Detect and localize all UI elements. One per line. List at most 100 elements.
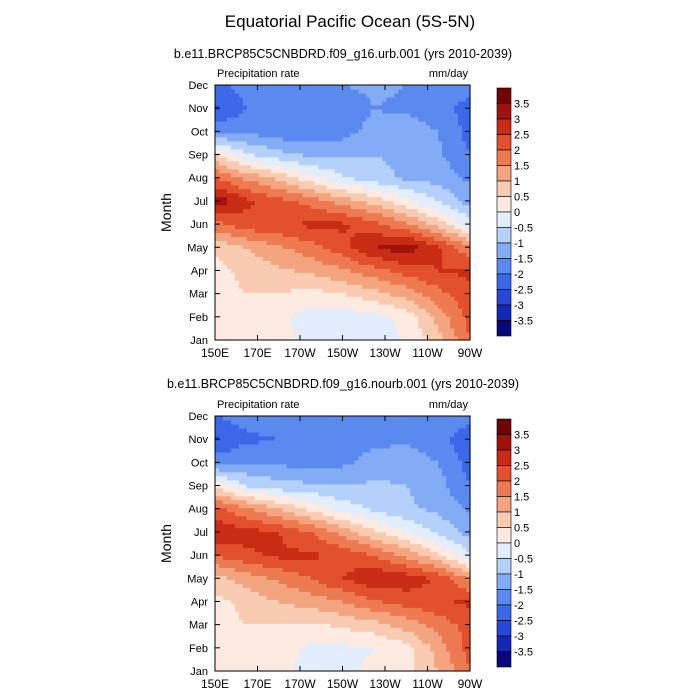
heatmap-cell: [222, 208, 228, 214]
heatmap-cell: [350, 280, 356, 285]
heatmap-cell: [242, 204, 248, 210]
heatmap-cell: [226, 667, 232, 672]
heatmap-cell: [218, 180, 224, 186]
heatmap-cell: [438, 108, 443, 114]
heatmap-cell: [434, 292, 439, 297]
heatmap-cell: [330, 85, 336, 90]
heatmap-cell: [322, 240, 328, 245]
heatmap-cell: [254, 208, 260, 214]
heatmap-cell: [278, 104, 284, 110]
heatmap-cell: [234, 312, 240, 317]
heatmap-cell: [246, 280, 252, 285]
heatmap-cell: [326, 647, 332, 652]
heatmap-cell: [342, 176, 348, 182]
heatmap-cell: [306, 156, 312, 162]
heatmap-cell: [290, 272, 296, 277]
heatmap-cell: [262, 667, 268, 672]
heatmap-cell: [230, 240, 236, 245]
heatmap-cell: [406, 220, 411, 226]
heatmap-cell: [218, 324, 224, 329]
heatmap-cell: [362, 288, 367, 293]
heatmap-cell: [362, 160, 367, 166]
heatmap-cell: [286, 192, 292, 198]
heatmap-cell: [446, 168, 451, 174]
heatmap-cell: [438, 280, 443, 285]
heatmap-cell: [362, 176, 367, 182]
heatmap-cell: [466, 272, 471, 277]
heatmap-cell: [398, 316, 403, 321]
heatmap-cell: [322, 212, 328, 218]
heatmap-cell: [374, 200, 379, 206]
heatmap-cell: [390, 308, 395, 313]
heatmap-cell: [215, 224, 220, 230]
heatmap-cell: [330, 244, 336, 249]
heatmap-cell: [338, 92, 344, 98]
heatmap-cell: [374, 104, 379, 110]
heatmap-cell: [282, 284, 288, 289]
x-tick-label: 170W: [284, 346, 316, 360]
heatmap-cell: [422, 324, 427, 329]
heatmap-cell: [370, 108, 375, 114]
heatmap-cell: [215, 300, 220, 305]
heatmap-cell: [226, 196, 232, 202]
heatmap-cell: [346, 248, 352, 253]
heatmap-cell: [398, 216, 403, 222]
heatmap-cell: [354, 188, 360, 194]
heatmap-cell: [422, 328, 427, 333]
heatmap-cell: [302, 308, 308, 313]
heatmap-cell: [402, 180, 407, 186]
heatmap-cell: [254, 280, 260, 285]
heatmap-cell: [230, 200, 236, 206]
heatmap-cell: [230, 228, 236, 234]
heatmap-cell: [258, 92, 264, 98]
heatmap-cell: [314, 192, 320, 198]
heatmap-cell: [250, 164, 256, 170]
heatmap-cell: [446, 639, 451, 644]
heatmap-cell: [430, 116, 435, 122]
heatmap-cell: [338, 172, 344, 178]
heatmap-cell: [222, 112, 228, 118]
heatmap-cell: [318, 296, 324, 301]
heatmap-cell: [282, 152, 288, 158]
heatmap-cell: [350, 651, 356, 656]
heatmap-cell: [266, 232, 272, 237]
heatmap-cell: [454, 256, 459, 261]
heatmap-cell: [254, 88, 260, 94]
heatmap-cell: [346, 132, 352, 138]
heatmap-cell: [246, 623, 252, 628]
heatmap-cell: [442, 296, 447, 301]
heatmap-cell: [450, 328, 455, 333]
heatmap-cell: [310, 308, 316, 313]
heatmap-cell: [286, 136, 292, 142]
heatmap-cell: [322, 148, 328, 154]
heatmap-cell: [258, 296, 264, 301]
heatmap-cell: [362, 300, 367, 305]
heatmap-cell: [390, 264, 395, 269]
heatmap-cell: [402, 248, 407, 253]
heatmap-cell: [298, 296, 304, 301]
heatmap-cell: [215, 104, 220, 110]
heatmap-cell: [278, 651, 284, 656]
heatmap-cell: [306, 168, 312, 174]
heatmap-cell: [366, 655, 371, 660]
heatmap-cell: [386, 85, 391, 90]
heatmap-cell: [462, 312, 467, 317]
heatmap-cell: [366, 224, 371, 230]
heatmap-cell: [258, 204, 264, 210]
heatmap-cell: [446, 272, 451, 277]
heatmap-cell: [270, 256, 276, 261]
heatmap-cell: [310, 651, 316, 656]
heatmap-cell: [466, 639, 471, 644]
heatmap-cell: [462, 663, 467, 668]
heatmap-cell: [330, 296, 336, 301]
heatmap-cell: [266, 220, 272, 226]
heatmap-cell: [230, 184, 236, 190]
heatmap-cell: [430, 623, 435, 628]
heatmap-cell: [306, 288, 312, 293]
heatmap-cell: [402, 220, 407, 226]
heatmap-cell: [310, 172, 316, 178]
heatmap-cell: [254, 184, 260, 190]
heatmap-cell: [422, 156, 427, 162]
heatmap-cell: [322, 92, 328, 98]
heatmap-cell: [290, 328, 296, 333]
